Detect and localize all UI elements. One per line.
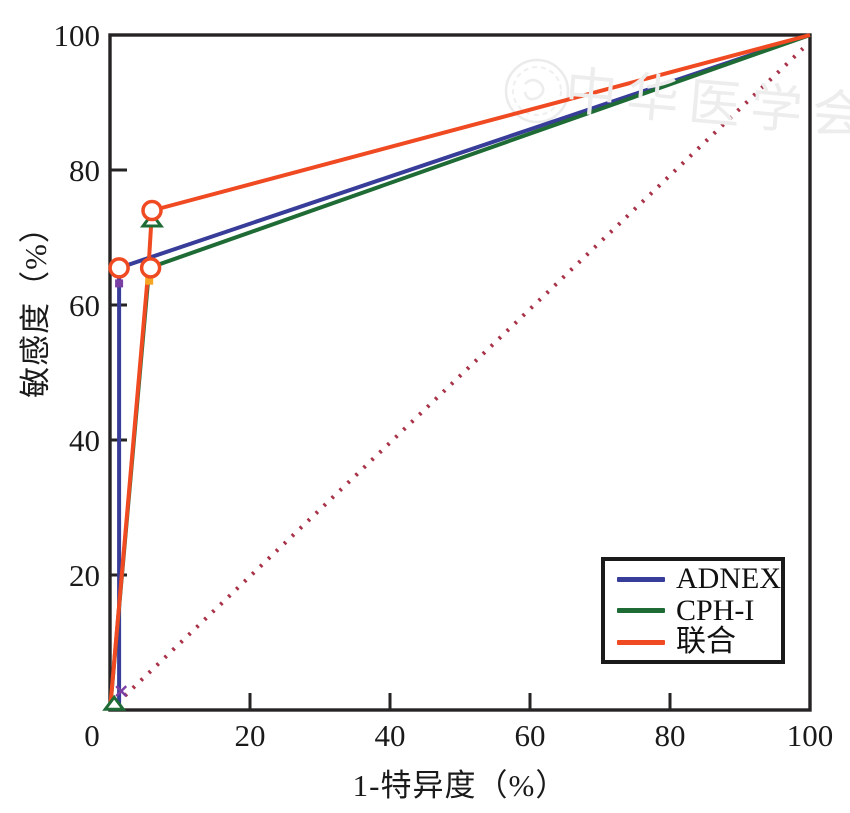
y-axis-label: 敏感度（%） — [18, 211, 53, 398]
x-tick-label: 60 — [515, 718, 546, 753]
legend-box: ADNEX CPH-I 联合 — [601, 557, 785, 664]
y-tick-label: 40 — [69, 423, 100, 458]
legend-label-cphi: CPH-I — [676, 593, 755, 627]
extra-mark-square — [145, 276, 154, 285]
plot-border — [108, 33, 812, 712]
journal-watermark-seal — [504, 58, 570, 124]
cutoff-circle-marker — [141, 199, 163, 222]
x-tick-label: 0 — [84, 718, 100, 753]
cphi-line-swatch — [617, 608, 665, 613]
y-tick-label: 20 — [69, 558, 100, 593]
axis-ticks: 0 20 40 60 80 100 20 40 60 80 100 — [54, 18, 834, 753]
legend-label-adnex: ADNEX — [676, 562, 781, 595]
legend-item-adnex: ADNEX — [617, 564, 781, 595]
x-tick-label: 80 — [655, 718, 686, 753]
triangle-marker — [102, 694, 127, 711]
lianhe-line-swatch — [617, 639, 665, 645]
y-tick-label: 60 — [69, 288, 100, 323]
adnex-line-swatch — [617, 576, 665, 582]
series-line-lianhe — [108, 33, 811, 711]
x-axis-label: 1-特异度（%） — [352, 768, 568, 803]
cutoff-circle-marker — [108, 257, 130, 279]
x-tick-label: 40 — [375, 718, 406, 753]
x-tick-label: 20 — [235, 718, 266, 753]
cutoff-circle-marker — [139, 257, 162, 279]
legend-label-lianhe: 联合 — [676, 625, 736, 658]
legend-item-lianhe: 联合 — [617, 627, 781, 658]
extra-mark-cross — [115, 685, 128, 697]
cutoff-markers — [102, 199, 164, 711]
extra-mark-square — [115, 279, 124, 288]
x-tick-label: 100 — [787, 718, 834, 753]
chance-diagonal-line — [115, 47, 805, 705]
y-tick-label: 100 — [54, 18, 101, 53]
y-tick-label: 80 — [69, 153, 100, 188]
legend-item-cphi: CPH-I — [617, 595, 781, 626]
